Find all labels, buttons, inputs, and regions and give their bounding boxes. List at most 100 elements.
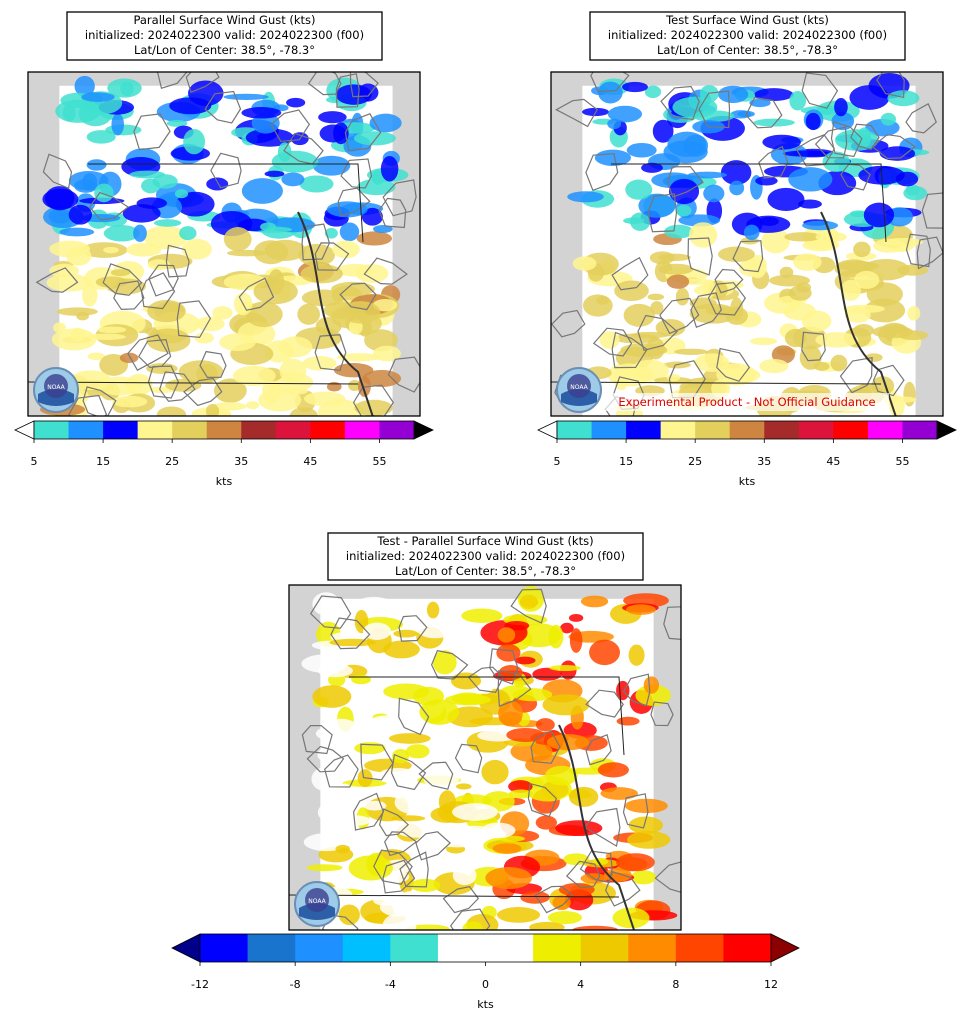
field-blob [689, 303, 738, 324]
county-border [530, 730, 561, 764]
field-blob [357, 178, 396, 196]
field-blob [366, 852, 386, 876]
county-border [335, 73, 360, 108]
county-border [415, 831, 451, 861]
field-blob [699, 85, 719, 103]
field-blob [802, 220, 839, 231]
field-blob [356, 231, 392, 246]
field-blob [625, 179, 653, 200]
field-blob [759, 358, 789, 374]
field-blob [749, 98, 771, 108]
colorbar-segment [695, 421, 731, 439]
county-border [337, 187, 371, 217]
colorbar-tick-label: 55 [895, 455, 909, 468]
colorbar-tick-label: -12 [191, 978, 209, 991]
county-border [382, 179, 417, 217]
field-blob [568, 786, 599, 807]
field-blob [903, 381, 916, 407]
field-blob [830, 354, 848, 372]
logo-top [44, 374, 68, 398]
logo-text: NOAA [47, 384, 65, 391]
field-blob [485, 867, 532, 890]
field-blob [245, 128, 294, 147]
county-border [667, 165, 704, 198]
field-blob [666, 373, 681, 382]
county-border [82, 386, 117, 416]
field-blob [506, 727, 545, 742]
field-blob [153, 219, 182, 227]
watermark-bg [605, 393, 889, 411]
field-blob [362, 369, 402, 388]
field-blob [338, 904, 360, 926]
county-border [140, 272, 176, 310]
county-border [147, 365, 180, 399]
field-blob [898, 330, 929, 341]
colorbar-segment [342, 934, 391, 962]
title-line: Parallel Surface Wind Gust (kts) [133, 13, 315, 27]
field-blob [903, 186, 928, 201]
county-border [307, 72, 342, 96]
field-blob [454, 643, 492, 656]
field-blob [373, 345, 401, 362]
colorbar-tick-label: 4 [577, 978, 584, 991]
field-blob [883, 237, 924, 247]
field-blob [423, 767, 460, 790]
colorbar-tick-label: 45 [303, 455, 317, 468]
field-blob [788, 167, 833, 192]
field-blob [504, 621, 530, 631]
title-line: Lat/Lon of Center: 38.5°, -78.3° [657, 43, 838, 57]
field-blob [87, 352, 106, 361]
county-border [839, 356, 873, 394]
field-blob [863, 202, 895, 228]
field-blob [452, 865, 477, 886]
county-border [399, 851, 429, 888]
state-border [88, 163, 364, 243]
field-blob [112, 395, 148, 408]
county-border [113, 280, 145, 311]
county-border [872, 364, 905, 397]
logo-top [567, 374, 591, 398]
county-border [199, 350, 227, 379]
colorbar-segment [379, 421, 415, 439]
field-blob [880, 112, 897, 126]
field-blob [413, 686, 445, 706]
field-blob [59, 227, 95, 237]
county-border [238, 277, 275, 311]
field-blob [907, 305, 921, 321]
field-blob [357, 883, 389, 896]
county-border [306, 745, 345, 773]
field-blob [548, 624, 564, 649]
field-blob [181, 238, 212, 260]
field-blob [853, 241, 871, 258]
county-border [454, 743, 483, 774]
colorbar-segment [723, 934, 772, 962]
field-blob [607, 105, 643, 123]
field-blob [783, 150, 832, 157]
field-blob [435, 837, 481, 848]
colorbar-tick-label: -8 [290, 978, 301, 991]
field-blob [834, 97, 848, 117]
field-blob [762, 134, 801, 150]
colorbar-segment [103, 421, 139, 439]
colorbar-tick-label: 12 [764, 978, 778, 991]
field-blob [45, 186, 75, 211]
field-blob [879, 146, 916, 161]
field-blob [205, 404, 220, 416]
field-blob [853, 270, 880, 289]
colorbar-tick-label: 25 [688, 455, 702, 468]
field-blob [328, 645, 366, 653]
field-blob [122, 204, 161, 223]
field-blob [840, 279, 861, 301]
field-blob [129, 170, 166, 179]
title-box [327, 532, 644, 581]
field-blob [722, 367, 761, 384]
field-blob [462, 921, 483, 930]
county-border [42, 153, 73, 190]
map [551, 72, 943, 416]
county-border [127, 334, 169, 372]
field-blob [95, 276, 128, 288]
field-blob [253, 240, 289, 265]
field-blob [212, 306, 233, 320]
field-blob [306, 864, 343, 872]
field-blob [49, 240, 91, 258]
